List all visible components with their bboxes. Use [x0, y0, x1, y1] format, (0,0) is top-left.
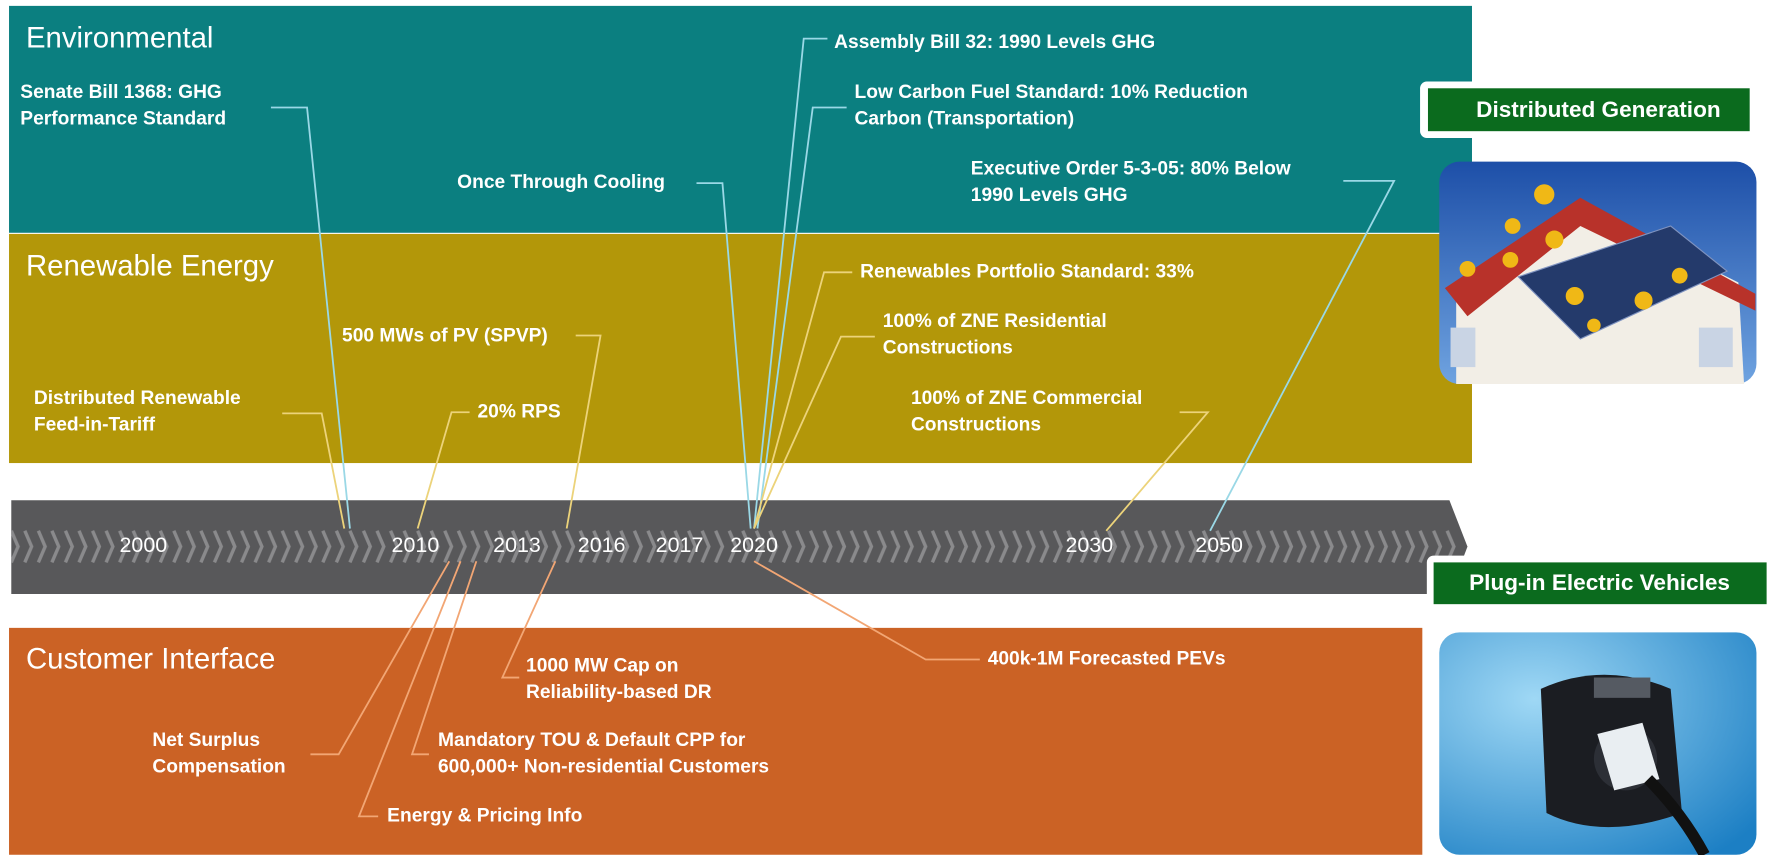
- milestone-label: 20% RPS: [477, 401, 560, 422]
- milestone-label: Low Carbon Fuel Standard: 10% Reduction: [855, 82, 1248, 103]
- milestone-label: 500 MWs of PV (SPVP): [342, 326, 548, 347]
- milestone-label: 600,000+ Non-residential Customers: [438, 756, 769, 777]
- ev-charger-photo: [1439, 632, 1756, 854]
- milestone-label: 100% of ZNE Commercial: [911, 388, 1142, 409]
- milestone-label: Energy & Pricing Info: [387, 805, 582, 826]
- milestone-label: Compensation: [152, 756, 285, 777]
- milestone-label: Once Through Cooling: [457, 172, 665, 193]
- timeline-year: 2020: [730, 533, 778, 557]
- panel-title: Distributed Generation: [1476, 97, 1720, 122]
- timeline-year: 2030: [1065, 533, 1113, 557]
- milestone-label: Assembly Bill 32: 1990 Levels GHG: [834, 32, 1155, 53]
- milestone-label: Carbon (Transportation): [855, 108, 1075, 129]
- milestone-label: 100% of ZNE Residential: [883, 311, 1107, 332]
- milestone-label: Constructions: [883, 338, 1013, 359]
- milestone-label: Performance Standard: [20, 108, 226, 129]
- milestone-label: 1990 Levels GHG: [971, 185, 1128, 206]
- milestone-label: Distributed Renewable: [34, 388, 241, 409]
- page: {"sections": [ {"title": "Environmental"…: [0, 0, 1770, 855]
- milestone-label: Mandatory TOU & Default CPP for: [438, 730, 746, 751]
- milestone-label: Executive Order 5-3-05: 80% Below: [971, 159, 1291, 180]
- section-title: Renewable Energy: [26, 250, 274, 283]
- milestone-label: 1000 MW Cap on: [526, 655, 678, 676]
- timeline-year: 2017: [656, 533, 704, 557]
- milestone-label: Reliability-based DR: [526, 682, 712, 703]
- milestone-label: Feed-in-Tariff: [34, 414, 156, 435]
- milestone-label: Renewables Portfolio Standard: 33%: [860, 261, 1194, 282]
- milestone-label: 400k-1M Forecasted PEVs: [988, 649, 1226, 670]
- timeline-year: 2013: [493, 533, 541, 557]
- timeline-year: 2010: [392, 533, 440, 557]
- section-title: Environmental: [26, 21, 213, 54]
- milestone-label: Net Surplus: [152, 730, 260, 751]
- solar-house-photo: [1439, 162, 1756, 384]
- milestone-label: Constructions: [911, 414, 1041, 435]
- timeline-year: 2016: [578, 533, 626, 557]
- diagram: Environmental Renewable Energy Customer …: [0, 0, 1770, 855]
- section-title: Customer Interface: [26, 642, 275, 675]
- environmental-band: [9, 6, 1472, 233]
- milestone-label: Senate Bill 1368: GHG: [20, 82, 222, 103]
- timeline-year: 2000: [120, 533, 168, 557]
- timeline-year: 2050: [1195, 533, 1243, 557]
- panel-title: Plug-in Electric Vehicles: [1469, 570, 1730, 595]
